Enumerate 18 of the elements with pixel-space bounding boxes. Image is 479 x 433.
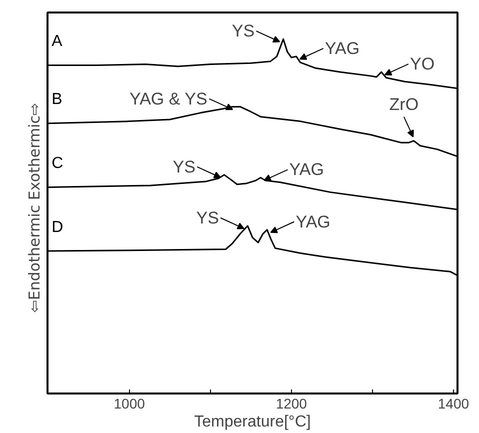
- x-tick-label: 1400: [438, 396, 470, 412]
- annotation: YAG: [324, 38, 360, 58]
- annotation: YO: [410, 54, 435, 74]
- annotation: YS: [196, 208, 219, 228]
- series-label: B: [52, 91, 62, 108]
- y-axis-title: ⇦Endothermic Exothermic⇨: [26, 102, 44, 313]
- x-tick-label: 1200: [276, 396, 308, 412]
- series-label: D: [52, 218, 64, 236]
- annotation: YS: [232, 22, 255, 41]
- x-axis-title: Temperature[°C]: [194, 414, 311, 430]
- x-tick-label: 1000: [114, 396, 146, 412]
- annotation: ZrO: [389, 95, 419, 114]
- series-label: C: [52, 154, 64, 172]
- annotation: YAG & YS: [130, 89, 208, 108]
- series-label: A: [52, 33, 63, 50]
- annotation: YAG: [296, 212, 330, 232]
- annotation: YAG: [289, 160, 324, 180]
- annotation: YS: [172, 157, 196, 176]
